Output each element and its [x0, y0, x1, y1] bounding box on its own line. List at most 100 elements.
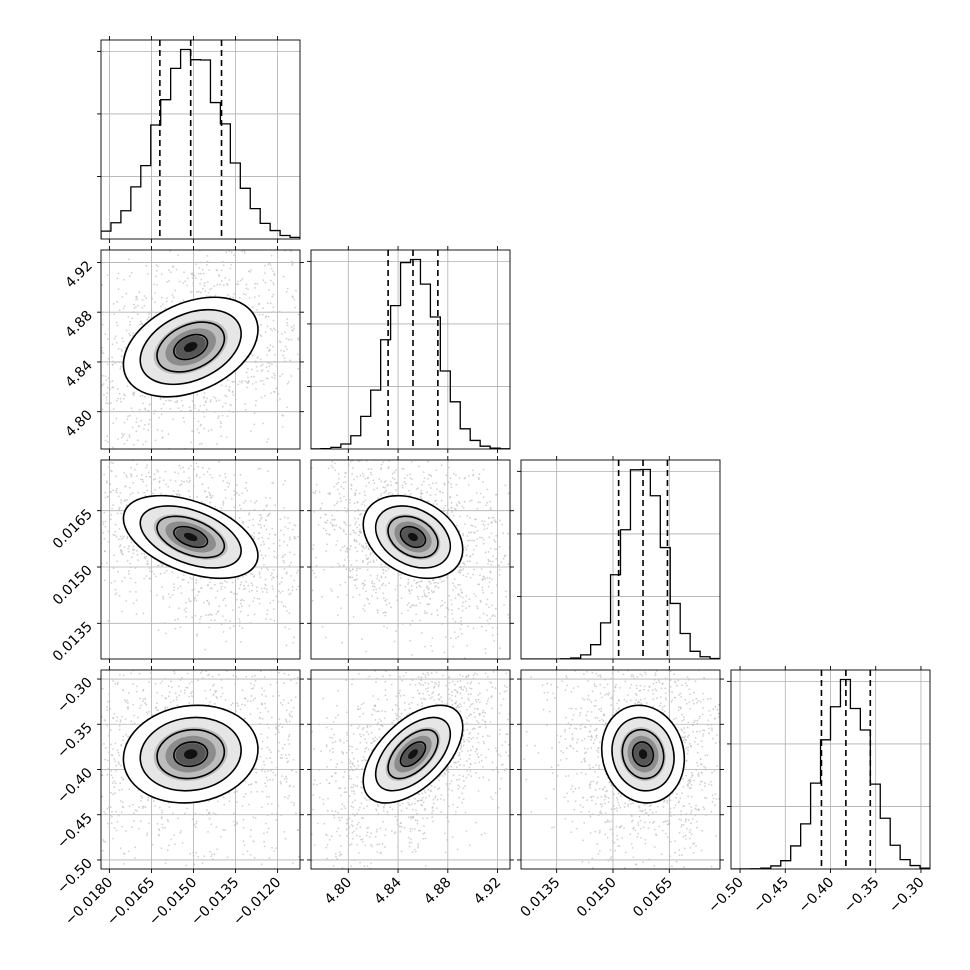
sample-point	[185, 628, 187, 630]
sample-point	[128, 545, 131, 548]
sample-point	[174, 692, 177, 695]
sample-point	[227, 294, 229, 296]
sample-point	[469, 555, 472, 558]
sample-point	[95, 315, 97, 317]
sample-point	[282, 507, 285, 509]
sample-point	[197, 420, 200, 423]
sample-point	[303, 445, 305, 447]
sample-point	[208, 222, 210, 224]
sample-point	[316, 236, 318, 238]
sample-point	[487, 551, 490, 553]
sample-point	[81, 436, 83, 438]
sample-point	[284, 479, 286, 482]
sample-point	[190, 272, 193, 275]
sample-point	[65, 496, 67, 498]
sample-point	[182, 474, 184, 476]
sample-point	[269, 778, 271, 781]
sample-point	[177, 254, 179, 257]
sample-point	[376, 577, 379, 580]
sample-point	[472, 627, 475, 630]
sample-point	[487, 560, 490, 562]
sample-point	[278, 731, 280, 734]
sample-point	[295, 289, 297, 292]
sample-point	[81, 466, 83, 468]
sample-point	[278, 694, 281, 697]
sample-point	[478, 473, 481, 476]
sample-point	[498, 574, 501, 576]
sample-point	[319, 417, 321, 419]
contour-line	[122, 296, 259, 398]
sample-point	[272, 345, 274, 348]
sample-point	[329, 441, 331, 443]
sample-point	[453, 631, 456, 633]
sample-point	[315, 564, 318, 567]
sample-point	[36, 470, 38, 472]
sample-point	[331, 566, 334, 569]
sample-point	[273, 556, 276, 558]
sample-point	[467, 539, 469, 542]
sample-point	[351, 451, 353, 453]
sample-point	[224, 489, 227, 491]
sample-point	[404, 585, 407, 588]
sample-point	[209, 493, 211, 496]
sample-point	[239, 583, 242, 586]
sample-point	[184, 812, 186, 815]
sample-point	[548, 576, 550, 578]
sample-point	[150, 590, 152, 593]
sample-point	[421, 580, 423, 582]
sample-point	[485, 629, 487, 632]
sample-point	[428, 457, 430, 459]
sample-point	[450, 506, 452, 509]
sample-point	[38, 476, 40, 478]
sample-point	[89, 498, 91, 500]
sample-point	[233, 293, 235, 295]
sample-point	[95, 438, 97, 440]
sample-point	[347, 464, 350, 467]
sample-point	[350, 247, 352, 249]
sample-point	[115, 720, 118, 722]
sample-point	[271, 572, 273, 575]
sample-point	[410, 461, 413, 463]
sample-point	[166, 297, 168, 300]
sample-point	[172, 418, 175, 421]
sample-point	[269, 464, 271, 466]
panel-frame-3-3	[730, 669, 931, 870]
sample-point	[197, 272, 200, 275]
sample-point	[367, 468, 370, 471]
sample-point	[117, 272, 120, 275]
sample-point	[337, 266, 339, 268]
sample-point	[179, 301, 182, 303]
sample-point	[4, 413, 6, 415]
sample-point	[293, 537, 296, 540]
sample-point	[332, 524, 335, 527]
sample-point	[443, 483, 446, 486]
sample-point	[315, 483, 318, 486]
sample-point	[393, 640, 396, 643]
sample-point	[452, 472, 455, 475]
sample-point	[409, 473, 411, 476]
sample-point	[290, 338, 293, 341]
sample-point	[89, 759, 91, 761]
sample-point	[268, 533, 271, 535]
sample-point	[280, 349, 282, 352]
sample-point	[133, 455, 135, 457]
sample-point	[483, 520, 486, 523]
sample-point	[339, 561, 341, 563]
sample-point	[490, 592, 493, 595]
sample-point	[546, 563, 548, 565]
sample-point	[349, 569, 352, 572]
sample-point	[275, 847, 277, 849]
sample-point	[246, 489, 249, 492]
sample-point	[155, 594, 158, 597]
sample-point	[328, 390, 330, 392]
sample-point	[330, 311, 332, 313]
sample-point	[498, 437, 500, 439]
sample-point	[488, 622, 490, 625]
sample-point	[328, 279, 330, 281]
sample-point	[541, 619, 543, 621]
sample-point	[145, 264, 148, 267]
sample-point	[53, 356, 55, 358]
sample-point	[349, 576, 352, 579]
sample-point	[384, 480, 387, 482]
sample-point	[285, 775, 287, 778]
